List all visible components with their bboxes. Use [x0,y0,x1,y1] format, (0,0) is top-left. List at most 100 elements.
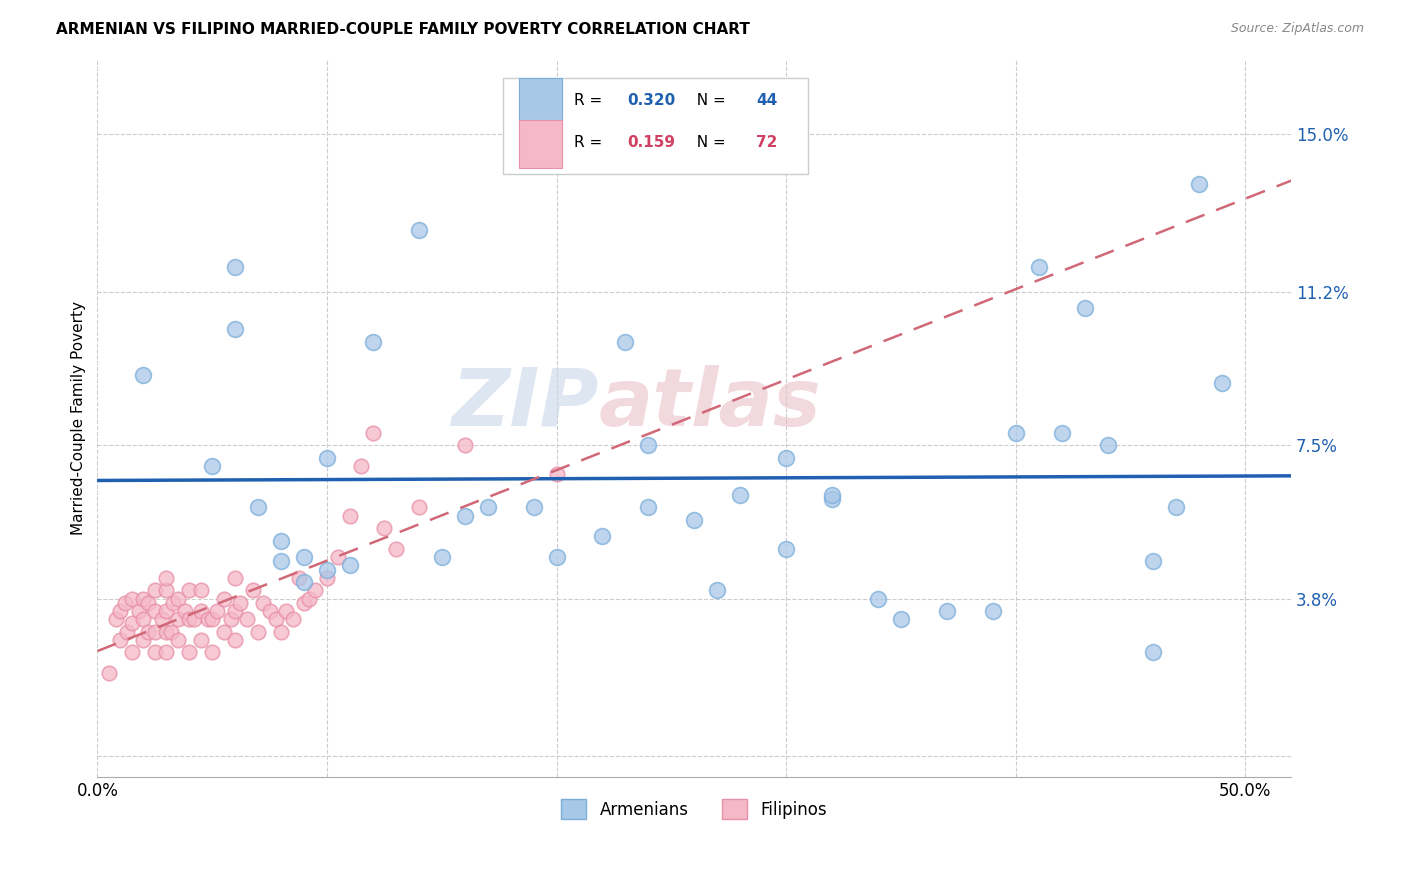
Point [224,260,246,274]
Point [201,645,224,659]
Point [328,550,350,565]
Point [121,616,143,631]
Point [339,558,361,573]
Point [935,604,957,618]
Point [219,612,242,626]
Point [270,624,292,639]
Point [637,500,659,515]
Point [228,596,250,610]
Point [121,591,143,606]
Legend: Armenians, Filipinos: Armenians, Filipinos [555,792,834,826]
Point [292,550,315,565]
Point [316,571,339,585]
Point [454,438,477,452]
Text: atlas: atlas [599,365,821,443]
Point [201,458,224,473]
Point [132,591,155,606]
Text: 0.159: 0.159 [627,135,675,150]
Point [205,604,228,618]
Point [132,612,155,626]
Point [728,488,751,502]
Point [706,583,728,598]
Point [821,492,844,507]
Point [1073,301,1095,316]
Point [166,612,188,626]
Point [637,438,659,452]
Text: 44: 44 [756,93,778,108]
Point [1142,645,1164,659]
Y-axis label: Married-Couple Family Poverty: Married-Couple Family Poverty [72,301,86,535]
Point [775,450,797,465]
Text: ZIP: ZIP [451,365,599,443]
Point [408,222,430,236]
Point [179,612,201,626]
Point [866,591,889,606]
Point [270,533,292,548]
Point [614,334,637,349]
Point [890,612,912,626]
Point [522,500,544,515]
Point [155,604,177,618]
Point [339,508,361,523]
Point [288,571,311,585]
Point [104,612,127,626]
Point [143,604,166,618]
Point [821,488,844,502]
Point [128,604,150,618]
Point [150,612,173,626]
Point [110,633,132,648]
Point [155,645,177,659]
Point [252,596,274,610]
Point [155,624,177,639]
FancyBboxPatch shape [503,78,807,174]
FancyBboxPatch shape [519,78,562,126]
Point [197,612,219,626]
Point [981,604,1004,618]
Point [183,612,205,626]
Point [224,604,246,618]
Point [212,591,235,606]
Point [259,604,281,618]
Point [546,467,568,482]
Point [361,425,384,440]
Point [212,624,235,639]
FancyBboxPatch shape [519,120,562,168]
Point [247,624,270,639]
Point [166,633,188,648]
Point [224,322,246,336]
Point [373,521,395,535]
Point [224,571,246,585]
Point [775,541,797,556]
Point [1142,554,1164,568]
Point [292,596,315,610]
Point [1188,177,1211,191]
Point [266,612,288,626]
Point [155,583,177,598]
Point [350,458,373,473]
Point [132,633,155,648]
Point [1166,500,1188,515]
Text: ARMENIAN VS FILIPINO MARRIED-COUPLE FAMILY POVERTY CORRELATION CHART: ARMENIAN VS FILIPINO MARRIED-COUPLE FAMI… [56,22,751,37]
Point [136,596,159,610]
Point [166,591,188,606]
Point [179,645,201,659]
Point [235,612,257,626]
Text: N =: N = [688,93,731,108]
Point [316,563,339,577]
Point [316,450,339,465]
Point [242,583,264,598]
Point [155,571,177,585]
Point [281,612,304,626]
Point [190,633,212,648]
Text: N =: N = [688,135,731,150]
Point [247,500,270,515]
Point [136,624,159,639]
Point [224,633,246,648]
Point [361,334,384,349]
Point [173,604,195,618]
Point [270,554,292,568]
Point [1050,425,1073,440]
Point [1211,376,1233,390]
Point [408,500,430,515]
Point [190,583,212,598]
